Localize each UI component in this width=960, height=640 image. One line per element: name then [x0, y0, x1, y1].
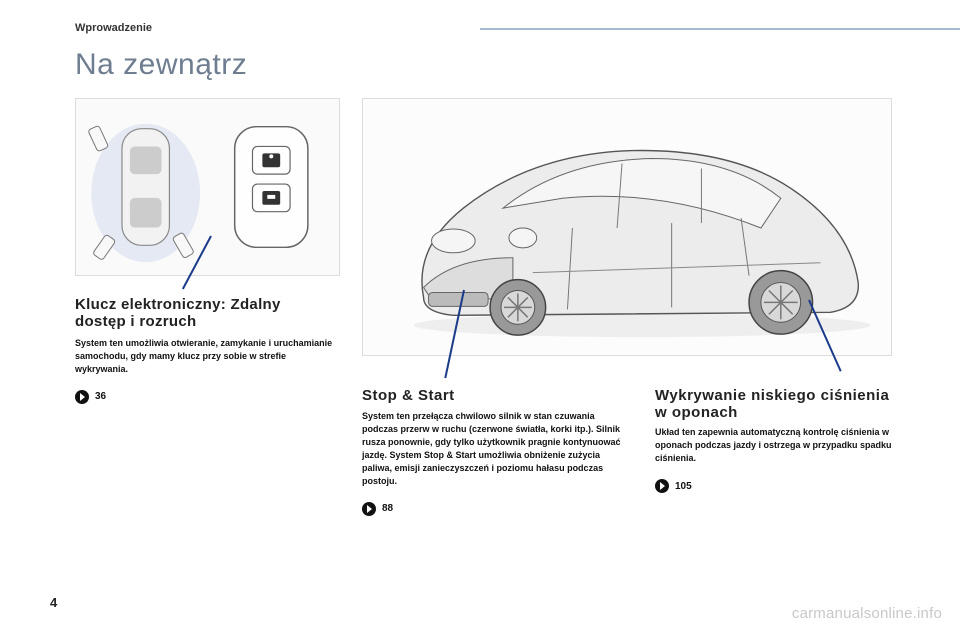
page-ref-key-num: 36	[95, 391, 106, 402]
caption-stop-start: Stop & Start System ten przełącza chwilo…	[362, 388, 622, 516]
caption-ss-body: System ten przełącza chwilowo silnik w s…	[362, 410, 622, 488]
play-icon	[655, 479, 669, 493]
manual-page: Wprowadzenie Na zewnątrz	[0, 0, 960, 640]
section-label: Wprowadzenie	[75, 22, 152, 34]
caption-key: Klucz elektroniczny: Zdalny dostęp i roz…	[75, 296, 335, 404]
caption-ss-heading: Stop & Start	[362, 388, 622, 405]
car-illustration	[363, 99, 891, 355]
page-ref-ss: 88	[362, 502, 622, 516]
figure-car	[362, 98, 892, 356]
page-ref-key: 36	[75, 390, 335, 404]
caption-key-heading: Klucz elektroniczny: Zdalny dostęp i roz…	[75, 296, 335, 331]
page-ref-ss-num: 88	[382, 503, 393, 514]
page-ref-tyre: 105	[655, 479, 900, 493]
top-rule	[480, 28, 960, 30]
watermark: carmanualsonline.info	[792, 605, 942, 622]
caption-tyre-heading: Wykrywanie niskiego ciśnienia w oponach	[655, 388, 900, 421]
caption-key-body: System ten umożliwia otwieranie, zamykan…	[75, 337, 335, 376]
page-title: Na zewnątrz	[75, 48, 247, 82]
page-number: 4	[50, 595, 57, 610]
play-icon	[75, 390, 89, 404]
page-ref-tyre-num: 105	[675, 481, 692, 492]
figure-key-system	[75, 98, 340, 276]
caption-tyre: Wykrywanie niskiego ciśnienia w oponach …	[655, 388, 900, 493]
caption-tyre-body: Układ ten zapewnia automatyczną kontrolę…	[655, 426, 900, 465]
key-illustration	[76, 99, 339, 275]
play-icon	[362, 502, 376, 516]
